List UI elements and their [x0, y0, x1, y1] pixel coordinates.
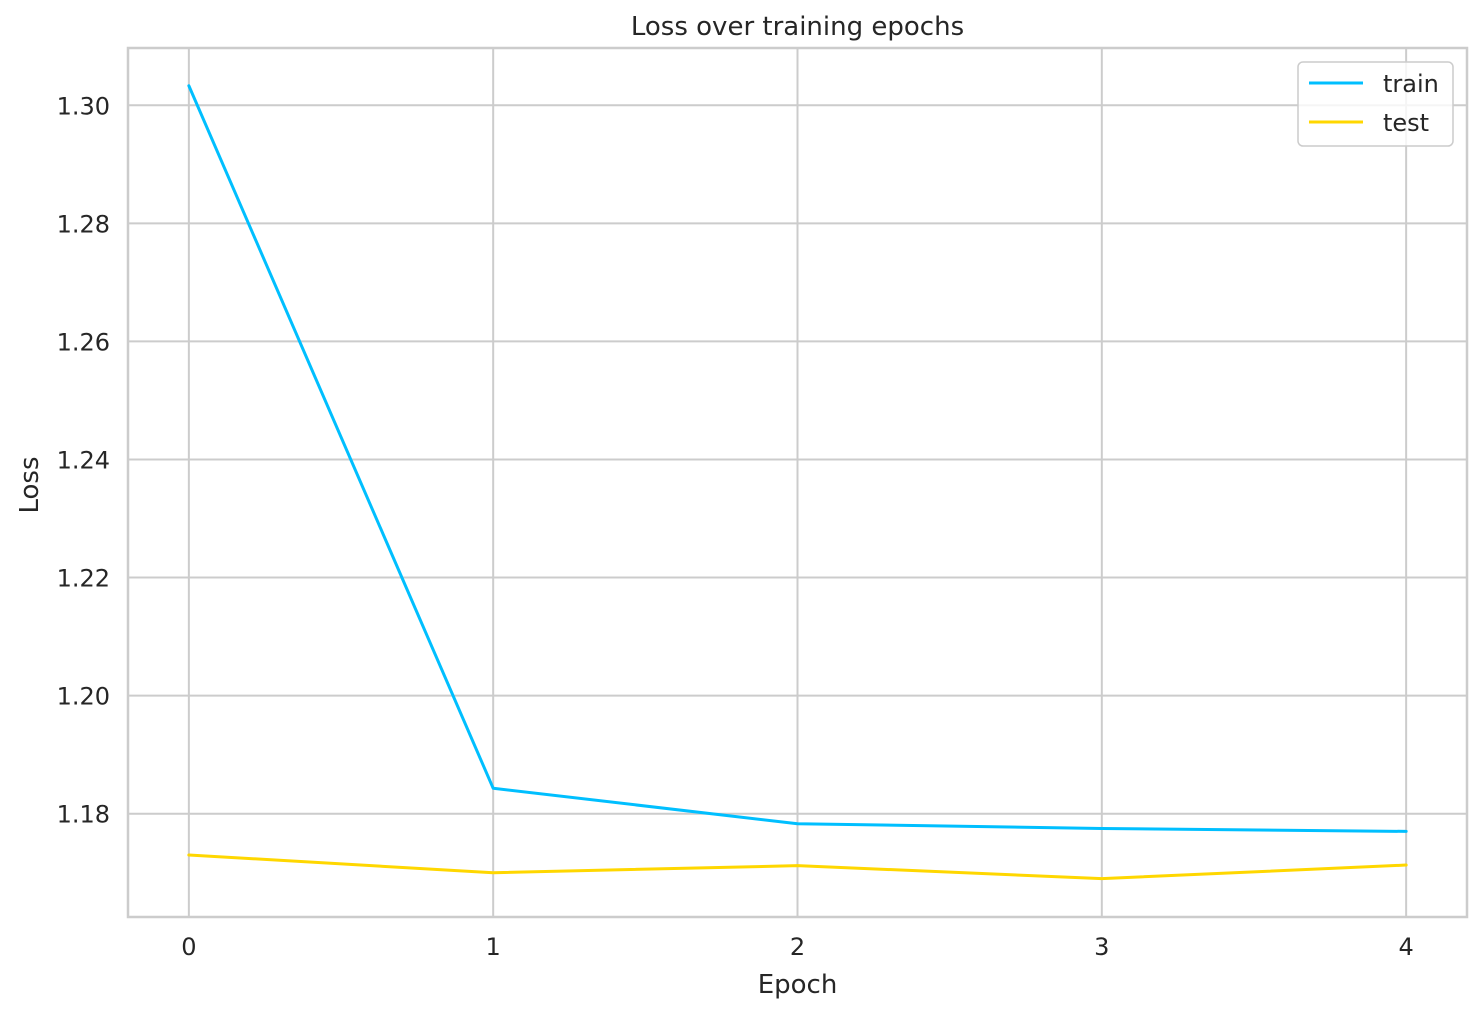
- chart-title: Loss over training epochs: [631, 12, 964, 42]
- y-tick-label: 1.26: [57, 328, 110, 356]
- x-tick-label: 2: [790, 933, 805, 961]
- y-tick-label: 1.18: [57, 801, 110, 829]
- y-axis-label: Loss: [15, 456, 45, 513]
- series-line-test: [187, 853, 1408, 881]
- legend-test-label: test: [1383, 109, 1429, 137]
- series-lines: [187, 84, 1408, 881]
- x-axis-label: Epoch: [758, 970, 838, 1000]
- y-tick-label: 1.28: [57, 210, 110, 238]
- x-tick-label: 4: [1398, 933, 1413, 961]
- legend-train-label: train: [1383, 70, 1439, 98]
- y-tick-label: 1.20: [57, 683, 110, 711]
- y-tick-label: 1.30: [57, 92, 110, 120]
- plot-frame: [126, 46, 1469, 919]
- x-tick-label: 0: [181, 933, 196, 961]
- grid: [128, 48, 1467, 917]
- x-tick-label: 1: [486, 933, 501, 961]
- y-tick-label: 1.24: [57, 446, 110, 474]
- y-tick-label: 1.22: [57, 565, 110, 593]
- legend: train test: [1297, 61, 1454, 147]
- series-line-train: [187, 84, 1408, 833]
- x-tick-label: 3: [1094, 933, 1109, 961]
- tick-labels: 0 1 2 3 4 1.18 1.20 1.22 1.24 1.26 1.28 1.30: [57, 92, 1414, 961]
